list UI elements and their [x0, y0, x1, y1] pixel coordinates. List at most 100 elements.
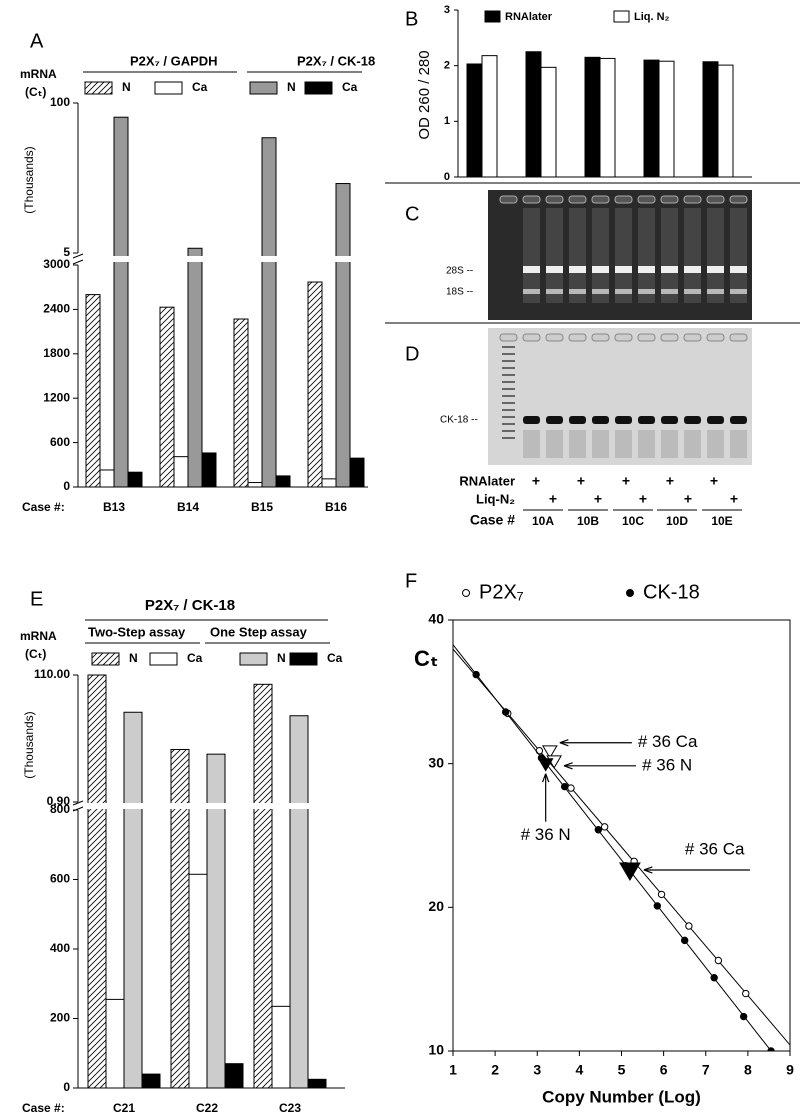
legend-label: RNAlater [505, 11, 553, 23]
y-axis-unit: (Cₜ) [25, 647, 46, 661]
x-tick-label: B16 [325, 500, 347, 514]
gel-band [730, 416, 747, 424]
x-tick-label: 5 [618, 1062, 626, 1078]
bar [289, 715, 309, 1089]
x-tick-label: 9 [786, 1062, 794, 1078]
panel-label: A [30, 30, 44, 52]
gel-band [523, 266, 540, 273]
bar [99, 469, 115, 488]
gel-smear [707, 430, 724, 458]
gel-band [569, 289, 586, 294]
gel-well [591, 195, 610, 204]
gel-well [729, 195, 748, 204]
data-point [680, 936, 689, 945]
legend-label: N [287, 80, 296, 94]
gel-label: 18S -- [446, 287, 473, 298]
x-axis-label: Copy Number (Log) [542, 1087, 701, 1106]
gel-band [523, 416, 540, 424]
gel-smear [569, 208, 586, 303]
axis-break [68, 256, 370, 262]
y-tick-label: 1200 [43, 390, 70, 404]
gel-well [545, 195, 564, 204]
bar [87, 674, 107, 1089]
y-tick-label: 200 [50, 1011, 70, 1025]
ladder-band [502, 423, 515, 425]
y-tick-label: 0.90 [47, 794, 71, 808]
data-point [653, 902, 662, 910]
legend-swatch [289, 652, 318, 666]
gel-well [637, 195, 656, 204]
legend-label: Liq. N₂ [634, 11, 670, 23]
bar [481, 55, 498, 178]
ladder-band [502, 402, 515, 404]
gel-well [522, 333, 541, 342]
y-axis-label: Cₜ [414, 646, 438, 671]
annotation: # 36 N [642, 755, 692, 774]
data-point [567, 784, 575, 792]
gel-smear [707, 208, 724, 303]
gel-band [638, 289, 655, 294]
gel-well [499, 195, 518, 204]
gel-smear [546, 430, 563, 458]
bar [275, 475, 291, 488]
x-tick-label: 1 [449, 1062, 457, 1078]
x-tick-label: 7 [702, 1062, 710, 1078]
gel-smear [546, 208, 563, 303]
plot-area [453, 644, 790, 1051]
bar [349, 457, 365, 488]
case-label: 10D [666, 514, 688, 528]
bar [261, 137, 277, 488]
x-tick-label: C21 [113, 1101, 135, 1114]
panel-label: F [405, 570, 417, 592]
bar [224, 1063, 244, 1089]
y-tick-label: 10 [428, 1042, 444, 1058]
gel-label: 28S -- [446, 266, 473, 277]
gel-label: CK-18 -- [440, 415, 478, 426]
gel-well [660, 195, 679, 204]
gel-band [523, 289, 540, 294]
gel-well [568, 333, 587, 342]
upper-axis-label: (Thousands) [22, 146, 36, 213]
ladder-band [502, 346, 515, 348]
gel-well [568, 195, 587, 204]
bar [188, 873, 208, 1089]
gel-band [684, 289, 701, 294]
legend-group: P2X₇ / CK-18 [297, 53, 375, 68]
bar [247, 482, 263, 488]
axis-break [68, 803, 347, 809]
row-label: Liq-N₂ [476, 491, 515, 506]
y-tick-label: 0 [63, 479, 70, 493]
y-tick-label: 600 [50, 872, 70, 886]
x-tick-label: 2 [491, 1062, 499, 1078]
bar [658, 60, 675, 178]
gel-band [707, 416, 724, 424]
gel-band [684, 266, 701, 273]
legend-label: Ca [342, 80, 358, 94]
gel-band [592, 416, 609, 424]
bar [584, 56, 601, 178]
y-tick-label: 20 [428, 898, 444, 914]
gel-well [729, 333, 748, 342]
chart-title: P2X₇ / CK-18 [145, 597, 235, 614]
legend-swatch [91, 652, 120, 666]
case-label: 10E [711, 514, 732, 528]
category-label: Case #: [22, 500, 65, 514]
arrow-head [542, 773, 550, 783]
y-tick-label: 30 [428, 754, 444, 770]
legend-label: Ca [327, 651, 343, 665]
gel-band [684, 416, 701, 424]
x-tick-label: 3 [533, 1062, 541, 1078]
gel-band [615, 266, 632, 273]
bar [201, 452, 217, 488]
gel-well [637, 333, 656, 342]
x-tick-label: B13 [103, 500, 125, 514]
ladder-band [502, 437, 515, 439]
lane-mark: + [532, 473, 540, 489]
bar [127, 471, 143, 488]
bar [643, 59, 660, 178]
y-tick-label: 2400 [43, 302, 70, 316]
ladder-band [502, 409, 515, 411]
arrow-head [563, 762, 573, 770]
bar [307, 281, 323, 488]
